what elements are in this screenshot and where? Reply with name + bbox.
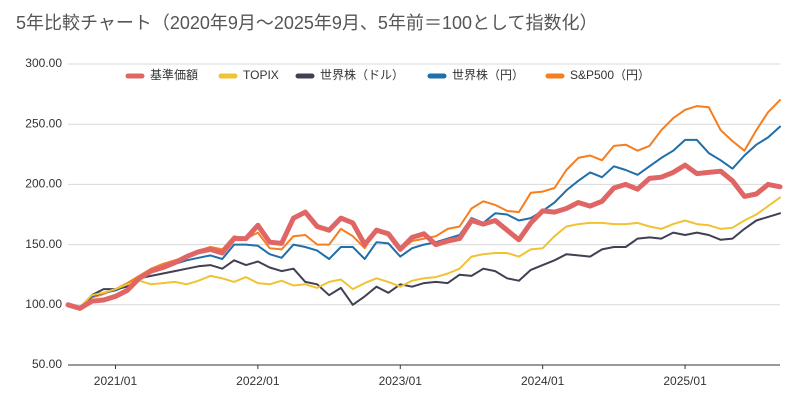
y-tick-label: 200.00: [25, 177, 62, 191]
x-tick-label: 2024/01: [521, 374, 565, 388]
series-line: [67, 212, 781, 311]
legend-label: 基準価額: [150, 67, 198, 82]
y-tick-label: 50.00: [32, 357, 62, 371]
series-line: [67, 196, 781, 309]
y-tick-label: 100.00: [25, 297, 62, 311]
chart-title: 5年比較チャート（2020年9月〜2025年9月、5年前＝100として指数化）: [16, 13, 597, 33]
series-line: [67, 125, 781, 310]
x-tick-label: 2023/01: [379, 374, 423, 388]
legend-label: S&P500（円）: [570, 68, 650, 82]
legend-label: 世界株（ドル）: [320, 67, 404, 82]
legend-label: 世界株（円）: [452, 67, 524, 82]
y-tick-label: 300.00: [25, 56, 62, 70]
x-tick-label: 2021/01: [94, 374, 138, 388]
y-tick-label: 150.00: [25, 237, 62, 251]
x-tick-label: 2025/01: [663, 374, 707, 388]
legend-label: TOPIX: [243, 68, 279, 82]
x-tick-label: 2022/01: [236, 374, 280, 388]
y-tick-label: 250.00: [25, 116, 62, 130]
series-line: [65, 162, 783, 311]
